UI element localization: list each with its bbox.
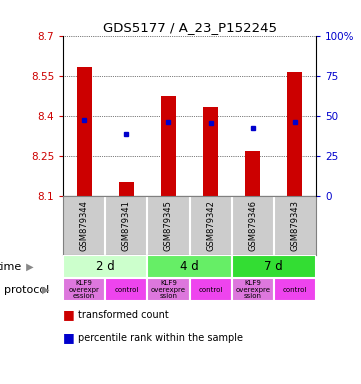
Bar <box>245 151 260 196</box>
Text: KLF9
overexpr
ession: KLF9 overexpr ession <box>69 280 100 300</box>
Text: GSM879341: GSM879341 <box>122 200 131 251</box>
Bar <box>232 278 274 301</box>
Bar <box>287 73 302 196</box>
Text: transformed count: transformed count <box>78 310 168 320</box>
Text: control: control <box>199 287 223 293</box>
Bar <box>161 96 176 196</box>
Bar <box>147 255 232 278</box>
Text: 4 d: 4 d <box>180 260 199 273</box>
Text: control: control <box>114 287 139 293</box>
Bar <box>119 182 134 196</box>
Text: ■: ■ <box>63 331 75 344</box>
Bar <box>63 255 147 278</box>
Text: KLF9
overexpre
ssion: KLF9 overexpre ssion <box>235 280 270 300</box>
Text: protocol: protocol <box>4 285 49 295</box>
Text: ■: ■ <box>63 308 75 321</box>
Text: GDS5177 / A_23_P152245: GDS5177 / A_23_P152245 <box>103 21 277 34</box>
Bar <box>232 255 316 278</box>
Text: GSM879344: GSM879344 <box>80 200 89 251</box>
Text: GSM879342: GSM879342 <box>206 200 215 251</box>
Text: percentile rank within the sample: percentile rank within the sample <box>78 333 243 343</box>
Text: time: time <box>0 262 22 272</box>
Bar <box>77 67 92 196</box>
Text: control: control <box>283 287 307 293</box>
Text: 2 d: 2 d <box>96 260 115 273</box>
Text: GSM879345: GSM879345 <box>164 200 173 251</box>
Text: GSM879346: GSM879346 <box>248 200 257 251</box>
Text: 7 d: 7 d <box>264 260 283 273</box>
Text: ▶: ▶ <box>42 285 49 295</box>
Text: ▶: ▶ <box>23 262 34 272</box>
Bar <box>105 278 147 301</box>
Bar <box>203 107 218 196</box>
Text: KLF9
overexpre
ssion: KLF9 overexpre ssion <box>151 280 186 300</box>
Bar <box>147 278 190 301</box>
Bar <box>274 278 316 301</box>
Bar <box>190 278 232 301</box>
Text: GSM879343: GSM879343 <box>290 200 299 251</box>
Bar <box>63 278 105 301</box>
